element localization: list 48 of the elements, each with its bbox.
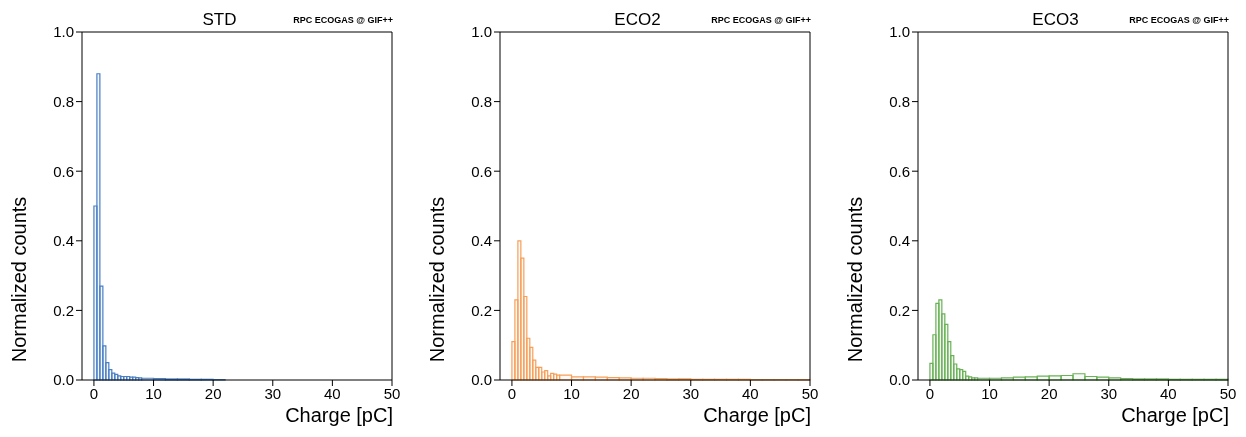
x-tick-label: 20 — [204, 384, 222, 402]
y-tick-label: 0.2 — [889, 301, 910, 319]
x-tick-label: 0 — [89, 384, 99, 402]
y-tick-label: 0.2 — [471, 301, 492, 319]
chart-title: STD — [202, 10, 237, 29]
y-tick-label: 0.8 — [53, 92, 74, 110]
x-axis-title: Charge [pC] — [703, 404, 811, 427]
text: RPC ECOGAS @ GIF++ — [1129, 15, 1229, 25]
y-tick-label: 0.6 — [53, 162, 74, 180]
y-axis-title: Normalized counts — [426, 196, 449, 363]
x-tick-label: 0 — [507, 384, 517, 402]
y-axis-title: Normalized counts — [844, 196, 867, 363]
y-tick-label: 0.4 — [889, 232, 910, 250]
x-tick-label: 30 — [264, 384, 282, 402]
x-tick-label: 20 — [622, 384, 640, 402]
x-tick-label: 10 — [145, 384, 162, 402]
y-tick-label: 0.8 — [889, 92, 910, 110]
x-tick-label: 10 — [981, 384, 998, 402]
x-tick-label: 50 — [1219, 384, 1237, 402]
y-tick-label: 0.2 — [53, 301, 74, 319]
y-axis-title: Normalized counts — [8, 196, 31, 363]
chart-title: ECO3 — [1032, 10, 1079, 29]
x-tick-label: 40 — [324, 384, 341, 402]
x-tick-label: 50 — [383, 384, 401, 402]
x-tick-label: 10 — [563, 384, 580, 402]
y-tick-label: 0.6 — [889, 162, 910, 180]
y-tick-label: 0.0 — [471, 371, 492, 389]
y-tick-label: 0.4 — [471, 232, 492, 250]
y-tick-label: 1.0 — [53, 23, 74, 41]
chart-title: ECO2 — [614, 10, 661, 29]
x-tick-label: 50 — [801, 384, 819, 402]
y-tick-label: 0.8 — [471, 92, 492, 110]
y-tick-label: 0.4 — [53, 232, 74, 250]
x-axis-title: Charge [pC] — [1121, 404, 1229, 427]
y-tick-label: 1.0 — [471, 23, 492, 41]
x-tick-label: 0 — [925, 384, 935, 402]
x-tick-label: 30 — [682, 384, 700, 402]
y-tick-label: 1.0 — [889, 23, 910, 41]
x-tick-label: 40 — [742, 384, 759, 402]
text: RPC ECOGAS @ GIF++ — [711, 15, 811, 25]
y-tick-label: 0.0 — [889, 371, 910, 389]
y-tick-label: 0.6 — [471, 162, 492, 180]
y-tick-label: 0.0 — [53, 371, 74, 389]
x-axis-title: Charge [pC] — [285, 404, 393, 427]
x-tick-label: 20 — [1040, 384, 1058, 402]
x-tick-label: 30 — [1100, 384, 1118, 402]
x-tick-label: 40 — [1160, 384, 1177, 402]
text: RPC ECOGAS @ GIF++ — [293, 15, 393, 25]
